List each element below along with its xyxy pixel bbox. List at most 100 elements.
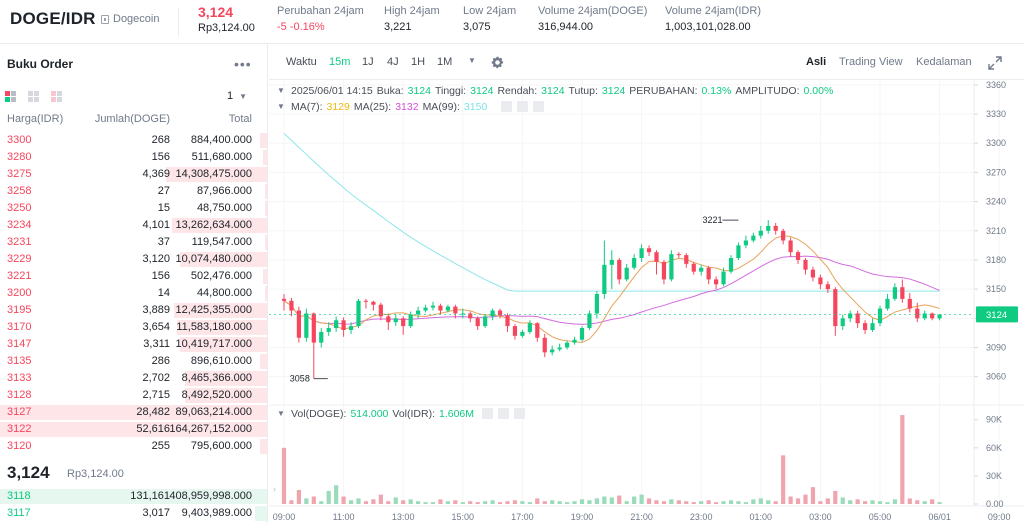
volume-bar <box>438 499 443 504</box>
volume-bar <box>617 495 622 504</box>
ask-row[interactable]: 3258 27 87,966.000 <box>0 183 267 200</box>
tab-timeframe-1j[interactable]: 1J <box>362 56 374 68</box>
more-dots-icon[interactable]: ••• <box>234 56 252 72</box>
ask-total: 11,583,180.000 <box>176 321 252 333</box>
candle-body <box>721 271 726 285</box>
volume-bar <box>490 500 495 504</box>
ask-row[interactable]: 3135 286 896,610.000 <box>0 353 267 370</box>
ask-row[interactable]: 3195 3,889 12,425,355.000 <box>0 302 267 319</box>
candle-body <box>885 298 890 309</box>
tab-view-trading-view[interactable]: Trading View <box>839 56 903 68</box>
ask-row[interactable]: 3300 268 884,400.000 <box>0 132 267 149</box>
volume-bar <box>833 490 838 504</box>
chart-grid <box>269 80 1024 507</box>
timeframe-more-chevron-icon[interactable]: ▼ <box>468 56 476 65</box>
ask-row[interactable]: 3170 3,654 11,583,180.000 <box>0 319 267 336</box>
price-tick-label: 3090 <box>986 343 1006 353</box>
volume-tick-label: 60K <box>986 443 1002 453</box>
ask-price: 3147 <box>7 338 32 350</box>
ask-depth-bar <box>259 439 267 454</box>
chart-legend: ▼ 2025/06/01 14:15 Buka: 3124 Tinggi: 3124 Ren… <box>277 85 833 420</box>
candle-body <box>416 310 421 315</box>
time-tick-label: 09:00 <box>988 512 1011 522</box>
volume-bar <box>766 500 771 504</box>
time-tick-label: 19:00 <box>571 512 594 522</box>
ma99-line <box>283 133 940 292</box>
volume-bar <box>304 498 309 504</box>
tab-timeframe-15m[interactable]: 15m <box>329 56 351 68</box>
volume-bar <box>803 494 808 504</box>
bid-row[interactable]: 3118 131,161 408,959,998.000 <box>0 488 267 505</box>
candlestick-chart[interactable]: 3360333033003270324032103180315031203090… <box>269 80 1024 523</box>
ask-row[interactable]: 3122 52,616 164,267,152.000 <box>0 421 267 438</box>
candle-body <box>348 326 354 330</box>
pair-title[interactable]: DOGE/IDR <box>10 9 96 28</box>
candle-body <box>922 313 927 319</box>
ask-total: 48,750.000 <box>196 202 252 214</box>
ask-row[interactable]: 3234 4,101 13,262,634.000 <box>0 217 267 234</box>
aggregation-value: 1 <box>227 90 234 102</box>
bid-row[interactable]: 3117 3,017 9,403,989.000 <box>0 505 267 522</box>
candle-body <box>311 313 316 343</box>
tab-view-asli[interactable]: Asli <box>806 56 827 68</box>
aggregation-select[interactable]: 1 ▼ <box>227 90 247 102</box>
mid-price-fiat: Rp3,124.00 <box>67 468 124 480</box>
ask-row[interactable]: 3221 156 502,476.000 <box>0 268 267 285</box>
candle-body <box>788 240 793 253</box>
volume-bar <box>818 501 823 504</box>
ask-row[interactable]: 3120 255 795,600.000 <box>0 438 267 455</box>
candle-body <box>728 258 734 272</box>
candle-body <box>661 261 667 280</box>
candle-body <box>863 323 868 330</box>
order-book-mid-price[interactable]: 3,124 Rp3,124.00 <box>0 462 267 488</box>
ask-row[interactable]: 3133 2,702 8,465,366.000 <box>0 370 267 387</box>
candle-body <box>743 240 748 246</box>
ask-depth-bar <box>166 167 267 182</box>
volume-bar <box>430 502 436 504</box>
candle-body <box>408 314 413 327</box>
volume-bar <box>497 502 503 504</box>
candle-body <box>304 313 309 338</box>
coin-info[interactable]: Dogecoin <box>101 13 159 25</box>
candle-body <box>386 316 391 323</box>
ask-row[interactable]: 3229 3,120 10,074,480.000 <box>0 251 267 268</box>
layout-both-icon[interactable] <box>5 91 16 102</box>
tab-timeframe-4j[interactable]: 4J <box>387 56 399 68</box>
layout-asks-icon[interactable] <box>51 91 62 102</box>
ask-row[interactable]: 3127 28,482 89,063,214.000 <box>0 404 267 421</box>
ask-row[interactable]: 3231 37 119,547.000 <box>0 234 267 251</box>
volume-bar <box>691 502 696 504</box>
volume-bar <box>572 501 577 504</box>
tab-view-kedalaman[interactable]: Kedalaman <box>916 56 972 68</box>
time-tick-label: 13:00 <box>392 512 415 522</box>
ma-settings-icon <box>501 101 512 112</box>
volume-tick-label: 90K <box>986 415 1002 425</box>
ask-price: 3231 <box>7 236 32 248</box>
ask-row[interactable]: 3147 3,311 10,419,717.000 <box>0 336 267 353</box>
ask-row[interactable]: 3200 14 44,800.000 <box>0 285 267 302</box>
fullscreen-icon[interactable] <box>988 56 1002 70</box>
tab-timeframe-waktu[interactable]: Waktu <box>286 56 317 68</box>
candle-body <box>639 248 644 259</box>
volume-bar <box>408 499 413 504</box>
candle-body <box>758 230 763 236</box>
candle-body <box>848 313 853 319</box>
ask-amount: 37 <box>157 236 170 248</box>
ask-amount: 3,120 <box>142 253 170 265</box>
stat-label: Volume 24jam(IDR) <box>665 5 761 17</box>
ask-total: 119,547.000 <box>191 236 252 248</box>
volume-bar <box>296 489 301 504</box>
ask-row[interactable]: 3250 15 48,750.000 <box>0 200 267 217</box>
ask-row[interactable]: 3128 2,715 8,492,520.000 <box>0 387 267 404</box>
ask-row[interactable]: 3275 4,369 14,308,475.000 <box>0 166 267 183</box>
gear-icon[interactable] <box>491 56 504 69</box>
volume-bar <box>475 502 480 504</box>
ask-row[interactable]: 3280 156 511,680.000 <box>0 149 267 166</box>
tab-timeframe-1m[interactable]: 1M <box>437 56 453 68</box>
volume-bar <box>334 485 339 504</box>
ask-amount: 255 <box>151 440 170 452</box>
layout-bids-icon[interactable] <box>28 91 39 102</box>
tab-timeframe-1h[interactable]: 1H <box>411 56 426 68</box>
ma-legend-chevron-icon: ▼ <box>277 102 285 111</box>
volume-bar <box>758 498 763 504</box>
